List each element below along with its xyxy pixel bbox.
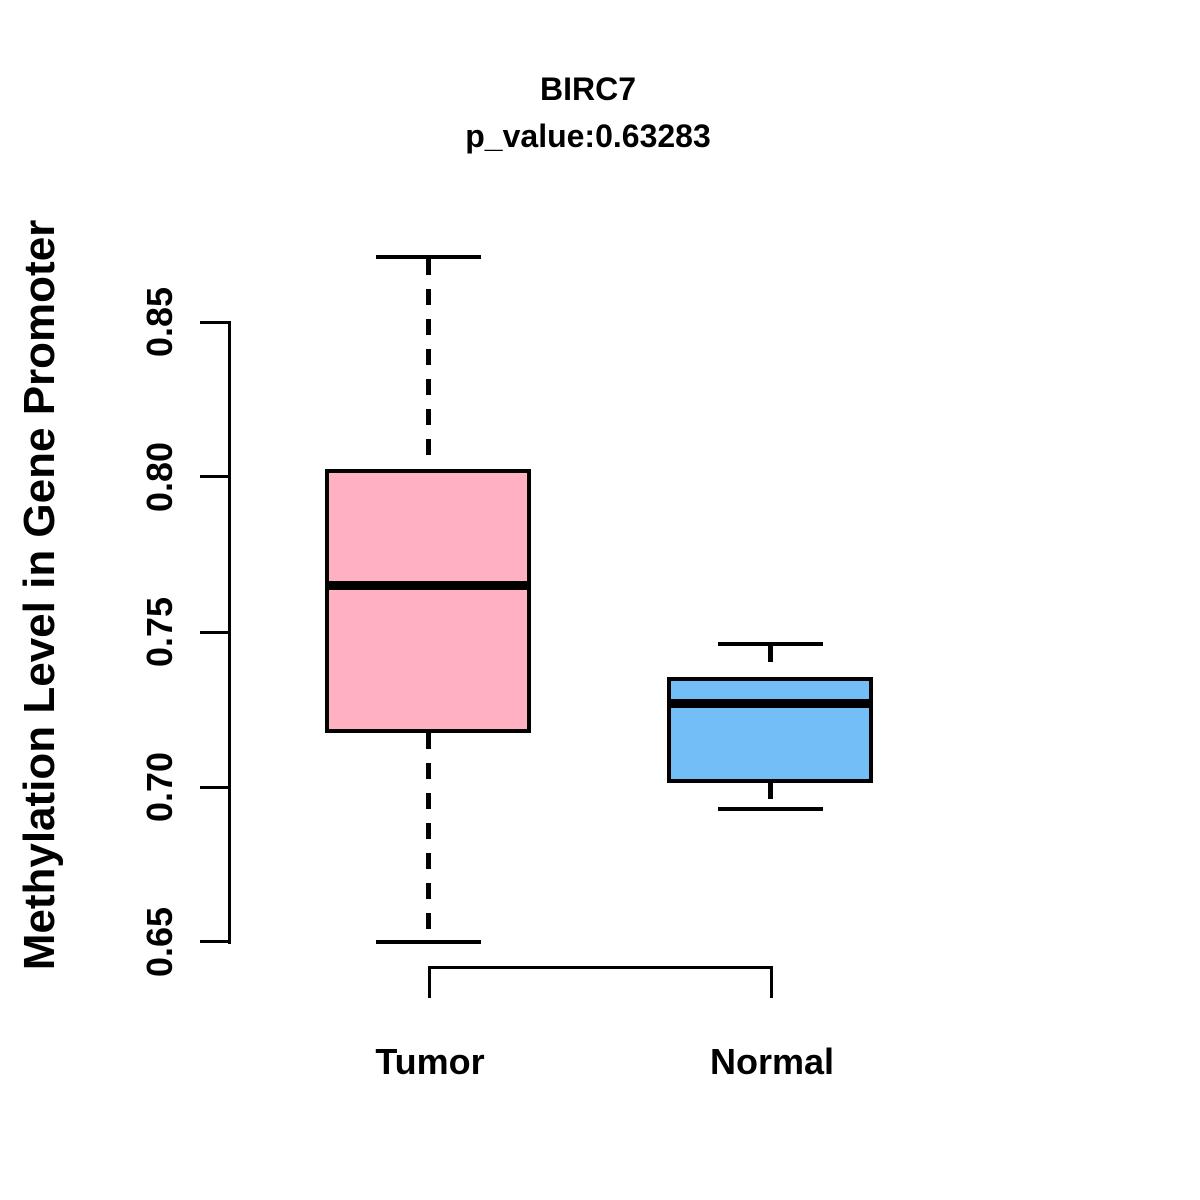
y-tick [200, 475, 228, 478]
y-tick-label: 0.70 [139, 751, 180, 823]
y-tick [200, 786, 228, 789]
chart-subtitle-pvalue: p_value:0.63283 [465, 118, 711, 154]
y-axis-line [228, 321, 231, 944]
normal-upper-whisker-cap [718, 642, 823, 646]
y-tick-label: 0.85 [139, 286, 180, 358]
tumor-upper-whisker-cap [376, 255, 481, 259]
y-tick-label: 0.80 [139, 441, 180, 513]
tumor-box [325, 469, 531, 733]
y-axis-label: Methylation Level in Gene Promoter [15, 219, 64, 971]
x-category-label-normal: Normal [709, 1041, 835, 1082]
normal-box [667, 677, 873, 783]
normal-lower-whisker [768, 783, 773, 807]
x-axis-tick-tumor [428, 966, 431, 998]
normal-median-line [667, 699, 873, 708]
chart-title-block: BIRC7 p_value:0.63283 [230, 66, 946, 160]
y-tick-label: 0.65 [139, 906, 180, 978]
x-category-label-tumor: Tumor [375, 1041, 485, 1082]
tumor-upper-whisker [426, 259, 431, 469]
x-axis-tick-normal [770, 966, 773, 998]
normal-upper-whisker [768, 646, 773, 676]
y-tick [200, 631, 228, 634]
y-tick [200, 321, 228, 324]
normal-lower-whisker-cap [718, 807, 823, 811]
tumor-median-line [325, 581, 531, 590]
x-axis-line [428, 966, 773, 969]
tumor-lower-whisker-cap [376, 940, 481, 944]
y-tick [200, 940, 228, 943]
y-tick-label: 0.75 [139, 596, 180, 668]
tumor-lower-whisker [426, 733, 431, 940]
chart-title: BIRC7 [539, 71, 636, 107]
